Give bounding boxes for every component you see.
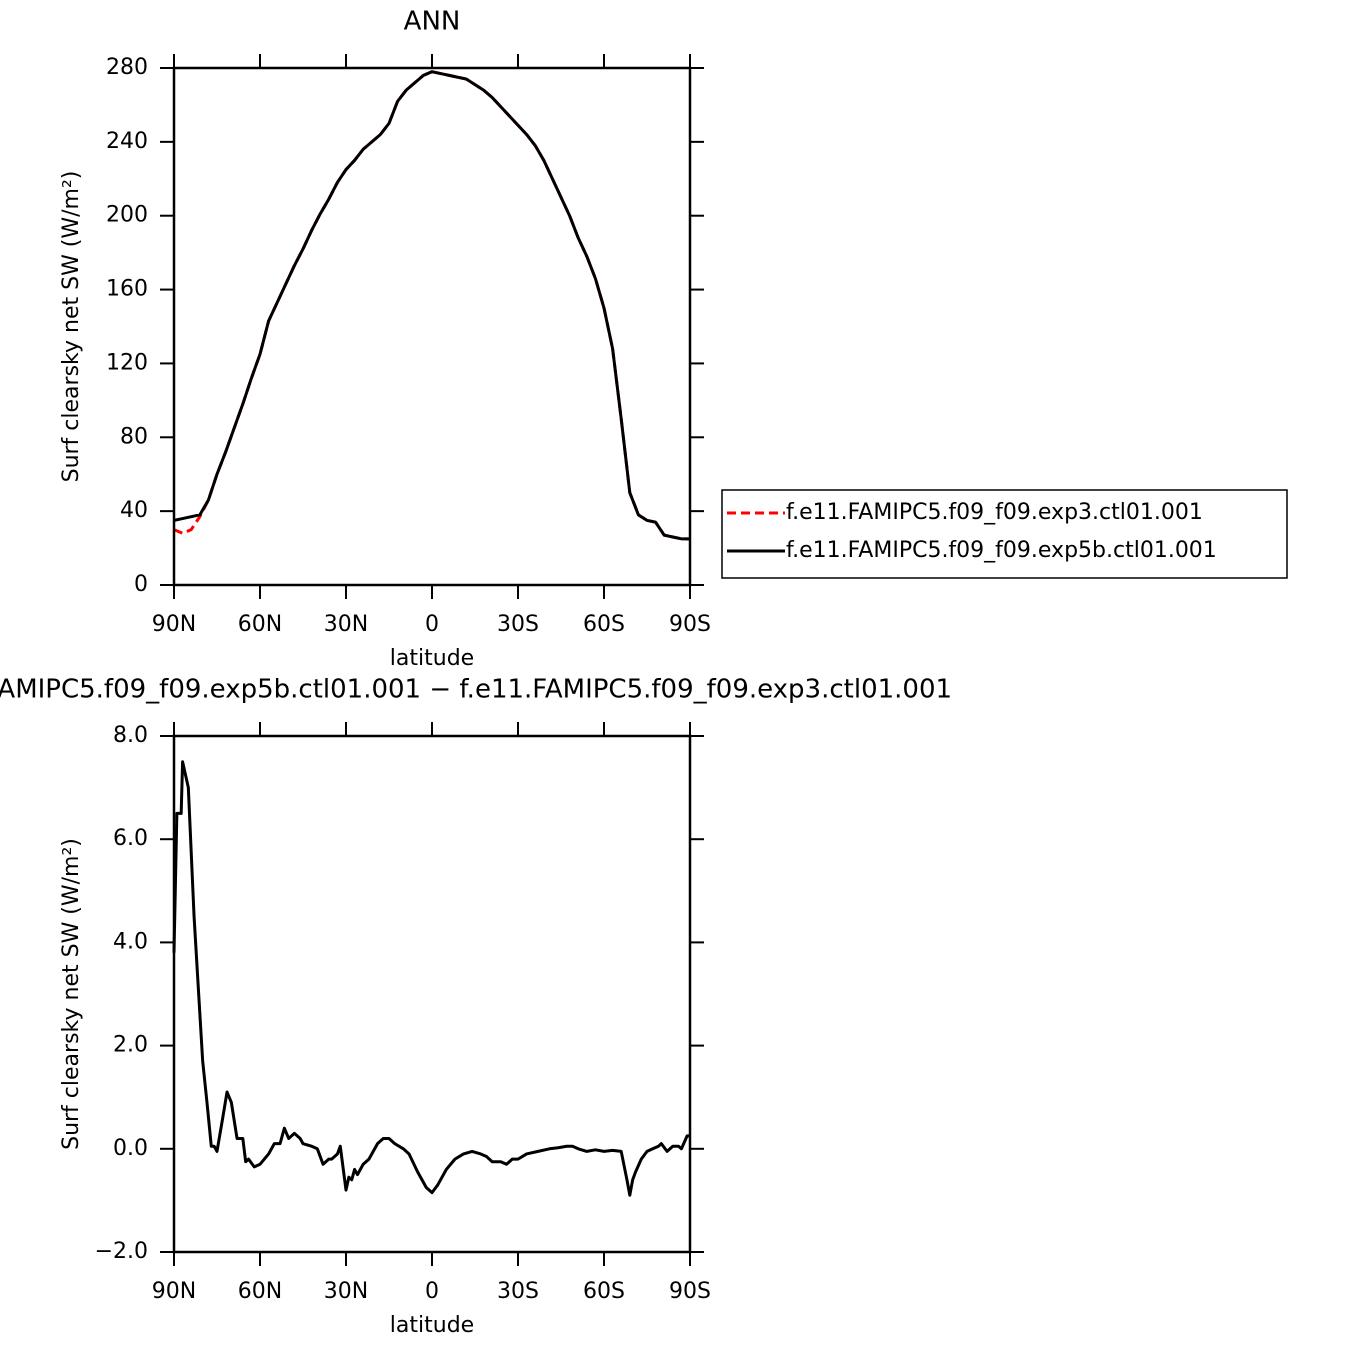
x-tick-label: 30S: [497, 1279, 539, 1304]
plot-frame: [172, 734, 692, 1254]
y-axis-label: Surf clearsky net SW (W/m²): [59, 171, 84, 483]
x-tick-label: 0: [425, 612, 439, 637]
x-tick-label: 90S: [669, 1279, 711, 1304]
x-tick-label: 60N: [238, 1279, 282, 1304]
x-tick-label: 30S: [497, 612, 539, 637]
y-tick-label: 160: [106, 277, 148, 302]
chart-title: ANN: [404, 7, 461, 37]
y-tick-label: 8.0: [113, 723, 148, 748]
y-tick-label: 2.0: [113, 1033, 148, 1058]
y-tick-label: 4.0: [113, 929, 148, 954]
y-tick-label: −2.0: [95, 1239, 148, 1264]
legend-box: [721, 489, 1288, 579]
legend-label: f.e11.FAMIPC5.f09_f09.exp5b.ctl01.001: [786, 538, 1217, 563]
series-line: [172, 760, 690, 1197]
plot-frame: [172, 66, 692, 587]
x-tick-label: 60S: [583, 612, 625, 637]
series-line: [173, 70, 690, 541]
series-line: [173, 70, 690, 541]
y-tick-label: 240: [106, 129, 148, 154]
x-tick-label: 60N: [238, 612, 282, 637]
legend-label: f.e11.FAMIPC5.f09_f09.exp3.ctl01.001: [786, 500, 1203, 525]
y-tick-label: 80: [120, 424, 148, 449]
x-axis-label: latitude: [390, 1313, 474, 1338]
x-tick-label: 90N: [152, 612, 196, 637]
chart-title: f.e11.FAMIPC5.f09_f09.exp5b.ctl01.001 − …: [0, 675, 952, 705]
x-tick-label: 60S: [583, 1279, 625, 1304]
x-tick-label: 90S: [669, 612, 711, 637]
x-tick-label: 90N: [152, 1279, 196, 1304]
x-tick-label: 0: [425, 1279, 439, 1304]
y-tick-label: 280: [106, 55, 148, 80]
y-tick-label: 0.0: [113, 1136, 148, 1161]
y-axis-label: Surf clearsky net SW (W/m²): [59, 838, 84, 1150]
y-tick-label: 200: [106, 203, 148, 228]
x-tick-label: 30N: [324, 1279, 368, 1304]
x-tick-label: 30N: [324, 612, 368, 637]
y-tick-label: 6.0: [113, 826, 148, 851]
x-axis-label: latitude: [390, 646, 474, 671]
y-tick-label: 40: [120, 498, 148, 523]
y-tick-label: 120: [106, 350, 148, 375]
y-tick-label: 0: [134, 572, 148, 597]
